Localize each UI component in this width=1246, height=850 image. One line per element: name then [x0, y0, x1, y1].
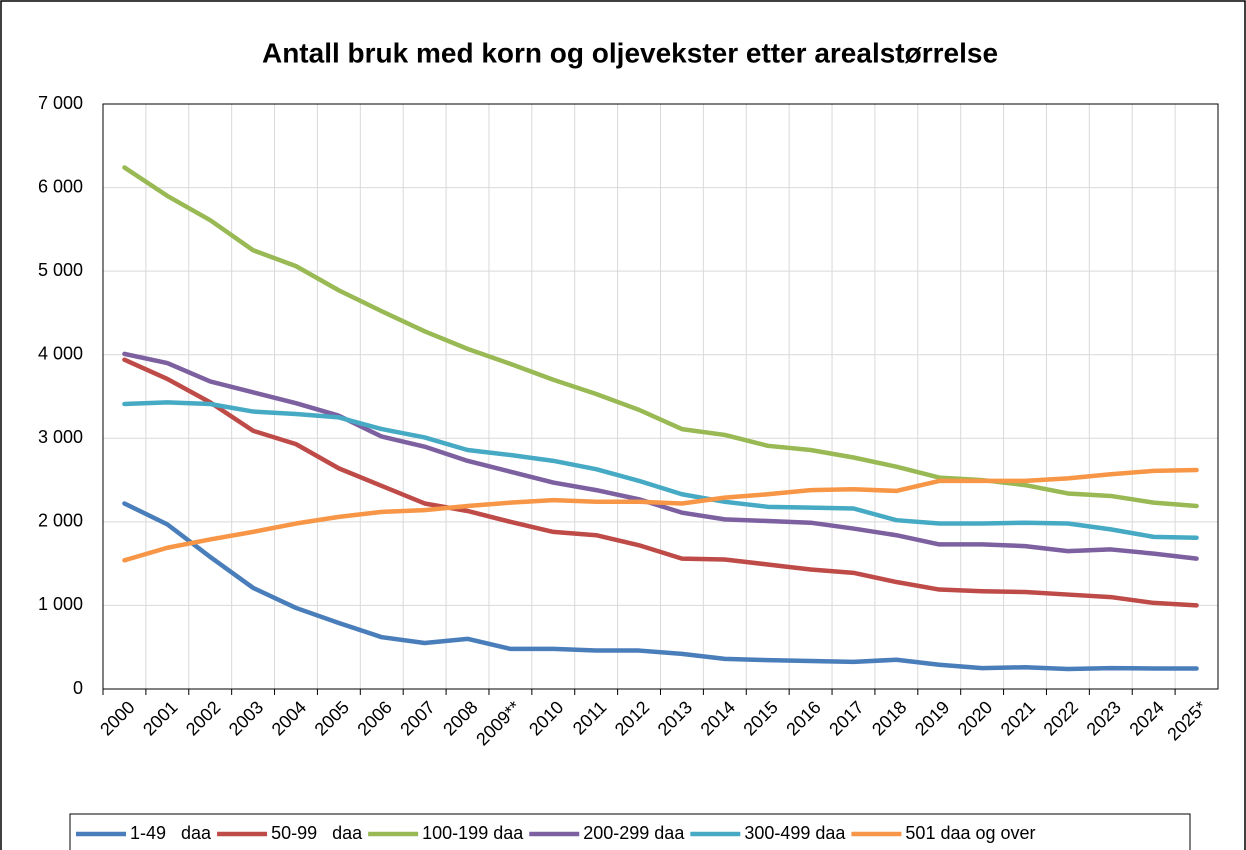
x-tick-label: 2021 [997, 697, 1039, 739]
x-tick-label: 2019 [911, 697, 953, 739]
x-tick-label: 2000 [96, 697, 138, 739]
x-tick-label: 2009** [472, 697, 524, 749]
x-tick-label: 2013 [654, 697, 696, 739]
y-tick-label: 6 000 [38, 176, 83, 196]
x-tick-label: 2006 [353, 697, 395, 739]
series-line [122, 351, 1199, 561]
series-line [122, 501, 1199, 672]
x-tick-label: 2003 [225, 697, 267, 739]
y-tick-label: 5 000 [38, 260, 83, 280]
series-line [122, 400, 1199, 540]
x-tick-label: 2012 [611, 697, 653, 739]
y-tick-label: 0 [73, 678, 83, 698]
x-tick-label: 2007 [396, 697, 438, 739]
legend-label: 300-499 daa [744, 823, 846, 843]
legend-label: 1-49 daa [130, 823, 212, 843]
x-tick-label: 2005 [311, 697, 353, 739]
x-tick-label: 2010 [525, 697, 567, 739]
y-tick-label: 3 000 [38, 427, 83, 447]
x-tick-label: 2018 [868, 697, 910, 739]
x-tick-label: 2023 [1083, 697, 1125, 739]
x-tick-label: 2022 [1040, 697, 1082, 739]
legend-label: 100-199 daa [422, 823, 524, 843]
y-tick-label: 7 000 [38, 93, 83, 113]
y-tick-label: 1 000 [38, 594, 83, 614]
series-line [122, 165, 1199, 509]
x-tick-label: 2002 [182, 697, 224, 739]
y-tick-label: 2 000 [38, 511, 83, 531]
x-tick-label: 2014 [697, 697, 739, 739]
x-tick-label: 2016 [782, 697, 824, 739]
chart-title: Antall bruk med korn og oljevekster ette… [262, 37, 998, 68]
y-tick-label: 4 000 [38, 343, 83, 363]
legend-label: 501 daa og over [905, 823, 1035, 843]
x-tick-label: 2004 [268, 697, 310, 739]
x-tick-label: 2024 [1125, 697, 1167, 739]
series-line [122, 357, 1199, 608]
x-tick-label: 2025* [1163, 697, 1210, 744]
x-tick-label: 2020 [954, 697, 996, 739]
x-tick-label: 2015 [739, 697, 781, 739]
x-tick-label: 2001 [139, 697, 181, 739]
legend-label: 50-99 daa [271, 823, 363, 843]
series-line [122, 467, 1199, 563]
legend-label: 200-299 daa [583, 823, 685, 843]
x-tick-label: 2017 [825, 697, 867, 739]
x-tick-label: 2011 [569, 697, 611, 739]
